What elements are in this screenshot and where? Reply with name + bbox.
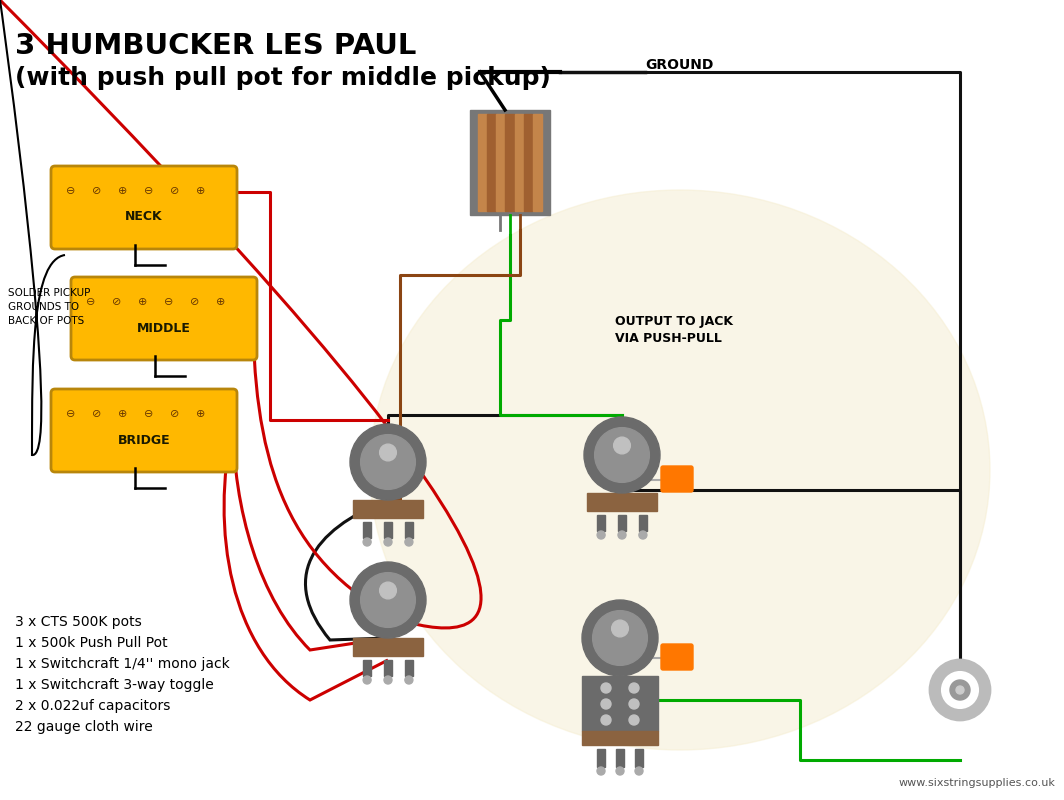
- Circle shape: [405, 538, 413, 546]
- Bar: [635, 749, 643, 767]
- Bar: [405, 660, 413, 676]
- FancyBboxPatch shape: [71, 277, 257, 360]
- FancyBboxPatch shape: [661, 466, 693, 492]
- Bar: [582, 731, 658, 745]
- Circle shape: [361, 434, 415, 490]
- Text: 1 x Switchcraft 3-way toggle: 1 x Switchcraft 3-way toggle: [15, 678, 214, 692]
- Text: ⊕: ⊕: [138, 297, 148, 307]
- Bar: [515, 114, 523, 211]
- FancyBboxPatch shape: [661, 644, 693, 670]
- Circle shape: [582, 600, 658, 676]
- Bar: [363, 522, 371, 538]
- Bar: [505, 114, 514, 211]
- Bar: [405, 522, 413, 538]
- Bar: [638, 515, 647, 531]
- Text: 2 x 0.022uf capacitors: 2 x 0.022uf capacitors: [15, 699, 170, 713]
- Circle shape: [584, 417, 660, 493]
- Circle shape: [930, 660, 990, 720]
- Text: ⊘: ⊘: [170, 409, 180, 419]
- Circle shape: [601, 683, 611, 693]
- Circle shape: [616, 767, 624, 775]
- Bar: [597, 749, 605, 767]
- Circle shape: [629, 715, 639, 725]
- Text: 22 gauge cloth wire: 22 gauge cloth wire: [15, 720, 153, 734]
- Circle shape: [950, 680, 970, 700]
- Circle shape: [597, 767, 605, 775]
- Circle shape: [405, 676, 413, 684]
- Text: MIDDLE: MIDDLE: [137, 322, 190, 334]
- Circle shape: [350, 424, 426, 500]
- Bar: [487, 114, 496, 211]
- Text: ⊕: ⊕: [118, 409, 128, 419]
- Text: NECK: NECK: [126, 210, 163, 223]
- Circle shape: [593, 610, 647, 666]
- Text: ⊖: ⊖: [66, 409, 76, 419]
- Text: SOLDER PICKUP
GROUNDS TO
BACK OF POTS: SOLDER PICKUP GROUNDS TO BACK OF POTS: [9, 288, 90, 326]
- Text: (with push pull pot for middle pickup): (with push pull pot for middle pickup): [15, 66, 551, 90]
- Circle shape: [363, 676, 371, 684]
- Text: ⊘: ⊘: [93, 409, 102, 419]
- Text: BRIDGE: BRIDGE: [118, 434, 170, 446]
- Text: www.sixstringsupplies.co.uk: www.sixstringsupplies.co.uk: [898, 778, 1055, 788]
- Text: ⊘: ⊘: [190, 297, 200, 307]
- Bar: [470, 110, 550, 215]
- Bar: [587, 493, 658, 511]
- Bar: [533, 114, 542, 211]
- Bar: [618, 515, 626, 531]
- Circle shape: [601, 699, 611, 709]
- Circle shape: [601, 715, 611, 725]
- Bar: [478, 114, 486, 211]
- Circle shape: [384, 538, 392, 546]
- Bar: [496, 114, 505, 211]
- Text: ⊘: ⊘: [170, 186, 180, 196]
- Bar: [353, 500, 423, 518]
- Text: ⊖: ⊖: [145, 186, 153, 196]
- Circle shape: [635, 767, 643, 775]
- Text: ⊕: ⊕: [197, 409, 205, 419]
- Bar: [582, 676, 658, 731]
- Circle shape: [361, 573, 415, 627]
- Text: ⊖: ⊖: [86, 297, 96, 307]
- Circle shape: [638, 531, 647, 539]
- Text: ⊖: ⊖: [145, 409, 153, 419]
- Circle shape: [380, 582, 397, 599]
- Text: ⊘: ⊘: [93, 186, 102, 196]
- Text: ⊕: ⊕: [197, 186, 205, 196]
- Circle shape: [595, 428, 649, 482]
- Circle shape: [612, 620, 629, 637]
- Text: ⊘: ⊘: [113, 297, 121, 307]
- Text: OUTPUT TO JACK
VIA PUSH-PULL: OUTPUT TO JACK VIA PUSH-PULL: [615, 315, 733, 345]
- Text: 1 x Switchcraft 1/4'' mono jack: 1 x Switchcraft 1/4'' mono jack: [15, 657, 230, 671]
- Text: ⊖: ⊖: [164, 297, 173, 307]
- Bar: [363, 660, 371, 676]
- Bar: [384, 660, 392, 676]
- Bar: [597, 515, 605, 531]
- Bar: [353, 638, 423, 656]
- Text: 1 x 500k Push Pull Pot: 1 x 500k Push Pull Pot: [15, 636, 168, 650]
- Bar: [616, 749, 624, 767]
- Circle shape: [955, 686, 964, 694]
- Circle shape: [629, 699, 639, 709]
- Circle shape: [942, 672, 978, 708]
- Circle shape: [629, 683, 639, 693]
- Text: 3 x CTS 500K pots: 3 x CTS 500K pots: [15, 615, 142, 629]
- Circle shape: [350, 562, 426, 638]
- FancyBboxPatch shape: [51, 389, 237, 472]
- Circle shape: [363, 538, 371, 546]
- Text: ⊕: ⊕: [216, 297, 226, 307]
- Circle shape: [618, 531, 626, 539]
- Text: ⊖: ⊖: [66, 186, 76, 196]
- Circle shape: [597, 531, 605, 539]
- Circle shape: [614, 437, 630, 454]
- Ellipse shape: [370, 190, 990, 750]
- Bar: [523, 114, 532, 211]
- Bar: [384, 522, 392, 538]
- Text: 3 HUMBUCKER LES PAUL: 3 HUMBUCKER LES PAUL: [15, 32, 416, 60]
- FancyBboxPatch shape: [51, 166, 237, 249]
- Circle shape: [384, 676, 392, 684]
- Circle shape: [380, 444, 397, 461]
- Text: GROUND: GROUND: [645, 58, 713, 72]
- Text: ⊕: ⊕: [118, 186, 128, 196]
